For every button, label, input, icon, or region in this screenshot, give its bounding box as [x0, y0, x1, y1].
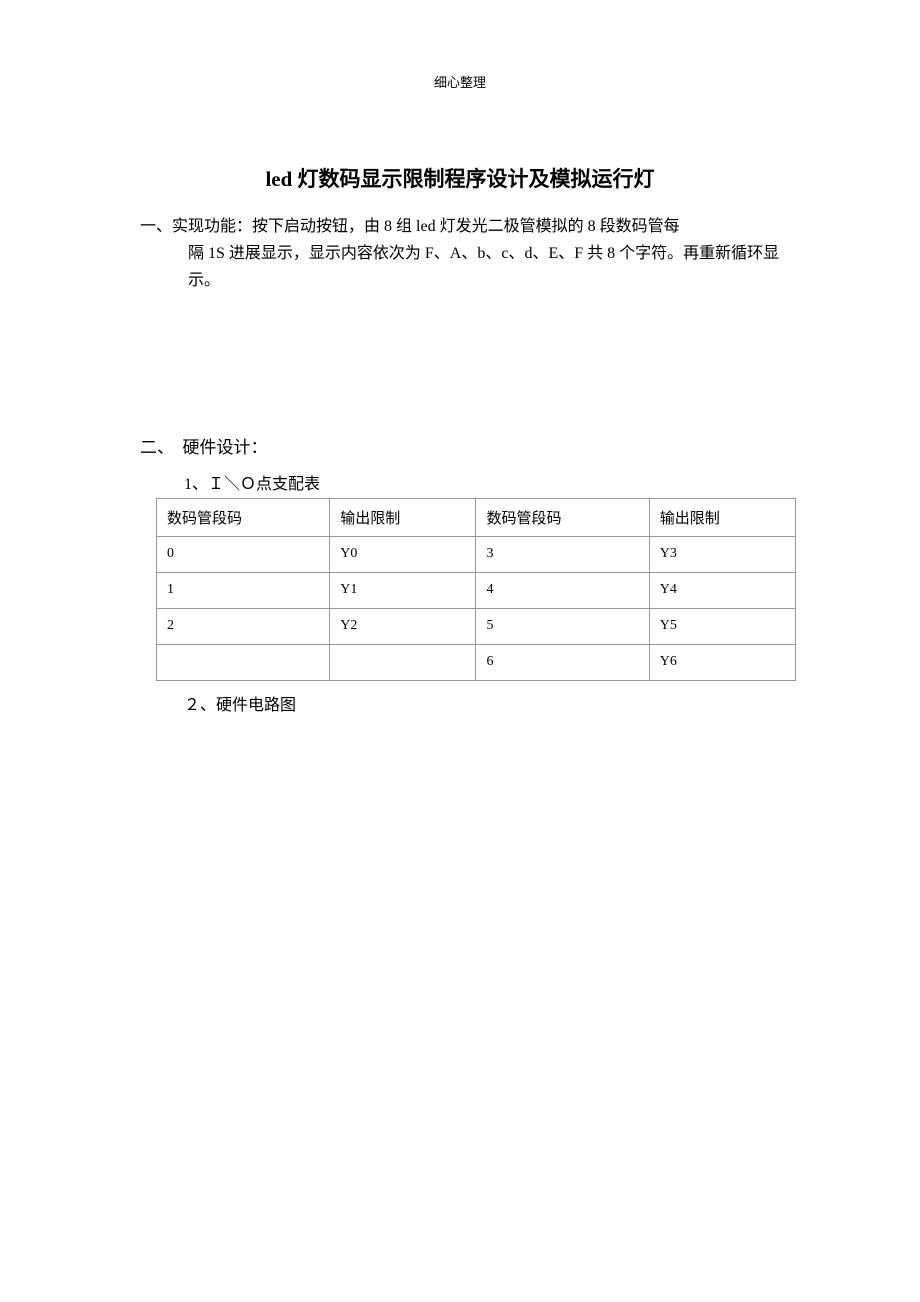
table-cell: Y3 — [649, 536, 795, 572]
table-cell: Y6 — [649, 644, 795, 680]
table-cell: Y4 — [649, 572, 795, 608]
table-row: 1 Y1 4 Y4 — [157, 572, 796, 608]
table-cell: 2 — [157, 608, 330, 644]
table-header-cell: 数码管段码 — [476, 498, 649, 536]
table-cell: 3 — [476, 536, 649, 572]
table-row: 6 Y6 — [157, 644, 796, 680]
page-header: 细心整理 — [0, 0, 920, 91]
subsection-one-label: 1、Ｉ＼Ｏ点支配表 — [140, 470, 780, 494]
table-cell: 5 — [476, 608, 649, 644]
table-cell: 0 — [157, 536, 330, 572]
table-row: 0 Y0 3 Y3 — [157, 536, 796, 572]
section-one-line1: 按下启动按钮，由 8 组 led 灯发光二极管模拟的 8 段数码管每 — [252, 218, 680, 235]
table-header-row: 数码管段码 输出限制 数码管段码 输出限制 — [157, 498, 796, 536]
table-cell: Y0 — [330, 536, 476, 572]
table-cell — [330, 644, 476, 680]
table-cell: Y5 — [649, 608, 795, 644]
table-cell: Y2 — [330, 608, 476, 644]
table-header-cell: 数码管段码 — [157, 498, 330, 536]
table-header-cell: 输出限制 — [649, 498, 795, 536]
section-one: 一、实现功能：按下启动按钮，由 8 组 led 灯发光二极管模拟的 8 段数码管… — [140, 213, 780, 295]
io-table: 数码管段码 输出限制 数码管段码 输出限制 0 Y0 3 Y3 1 Y1 4 Y… — [156, 498, 796, 681]
document-content: led 灯数码显示限制程序设计及模拟运行灯 一、实现功能：按下启动按钮，由 8 … — [0, 163, 920, 715]
table-cell: 6 — [476, 644, 649, 680]
section-two-label: 二、 硬件设计： — [140, 433, 780, 458]
page-title: led 灯数码显示限制程序设计及模拟运行灯 — [140, 163, 780, 193]
subsection-two-label: ２、硬件电路图 — [140, 691, 780, 715]
table-row: 2 Y2 5 Y5 — [157, 608, 796, 644]
table-cell: Y1 — [330, 572, 476, 608]
section-one-label: 一、实现功能： — [140, 218, 252, 235]
header-text: 细心整理 — [434, 75, 486, 90]
table-cell: 4 — [476, 572, 649, 608]
table-cell: 1 — [157, 572, 330, 608]
section-one-line2: 隔 1S 进展显示，显示内容依次为 F、A、b、c、d、E、F 共 8 个字符。… — [140, 240, 780, 294]
table-header-cell: 输出限制 — [330, 498, 476, 536]
table-cell — [157, 644, 330, 680]
